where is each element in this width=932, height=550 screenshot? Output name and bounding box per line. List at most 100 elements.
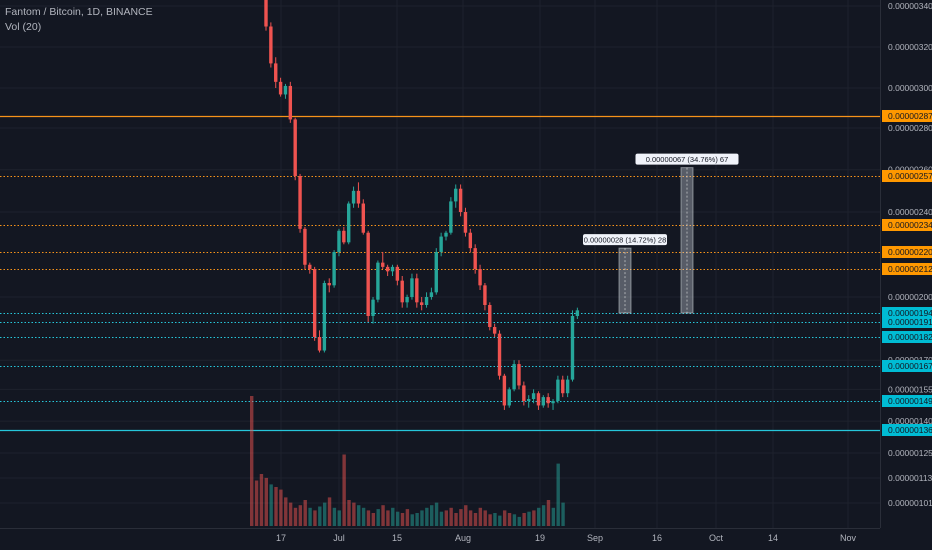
candle-body-11: [317, 337, 322, 351]
horizontal-levels[interactable]: [0, 115, 880, 432]
candle-27: [395, 264, 400, 286]
level-price-tag-0[interactable]: 0.00000287: [888, 111, 932, 121]
grid-lines: [0, 0, 880, 528]
volume-bar-37: [430, 505, 434, 526]
candle-body-56: [536, 393, 541, 406]
volume-bar-4: [269, 484, 273, 526]
price-tick-12: 0.00000101: [888, 498, 932, 508]
candle-39: [454, 184, 458, 208]
candle-body-26: [390, 266, 395, 272]
level-price-tag-10[interactable]: 0.00000136: [888, 425, 932, 435]
volume-bar-24: [366, 510, 371, 526]
volume-bar-42: [454, 513, 458, 526]
candle-body-4: [283, 85, 288, 95]
level-price-tag-bg-2[interactable]: [882, 219, 932, 231]
level-price-tag-1[interactable]: 0.00000257: [888, 171, 932, 181]
volume-bar-38: [434, 502, 439, 526]
volume-bar-30: [395, 511, 400, 526]
candle-body-8: [303, 228, 307, 265]
price-tick-3: 0.00000280: [888, 123, 932, 133]
candle-58: [546, 393, 550, 408]
candle-52: [517, 360, 521, 390]
level-price-tag-2[interactable]: 0.00000234: [888, 220, 932, 230]
candle-22: [371, 297, 375, 324]
level-price-tag-bg-0[interactable]: [882, 110, 932, 122]
time-tick-3: Aug: [455, 533, 471, 543]
price-candles: [264, 0, 580, 410]
level-price-tag-bg-6[interactable]: [882, 316, 932, 328]
candle-37: [444, 230, 448, 241]
level-price-tag-bg-7[interactable]: [882, 331, 932, 343]
candle-46: [488, 302, 492, 331]
candle-7: [298, 173, 302, 233]
candle-body-20: [361, 203, 365, 233]
price-axis[interactable]: 0.00000340 0.00000320 0.00000300 0.00000280…: [880, 0, 932, 528]
candle-body-44: [478, 269, 482, 286]
volume-bar-43: [459, 509, 463, 526]
volume-bar-57: [527, 511, 531, 526]
time-axis[interactable]: 17 Jul 15 Aug 19 Sep 16 Oct 14 Nov: [0, 528, 880, 544]
time-tick-8: 14: [768, 533, 778, 543]
candle-body-39: [454, 188, 458, 202]
candle-body-25: [385, 266, 390, 272]
level-price-tag-6[interactable]: 0.00000191: [888, 317, 932, 327]
level-price-tag-9[interactable]: 0.00000149: [888, 396, 932, 406]
candle-body-24: [381, 262, 385, 267]
level-price-tag-4[interactable]: 0.00000212: [888, 264, 932, 274]
volume-bar-8: [288, 502, 293, 526]
candle-49: [502, 373, 507, 410]
candle-body-33: [424, 297, 429, 305]
level-price-tag-bg-4[interactable]: [882, 263, 932, 275]
measure-annotations[interactable]: 0.00000028 (14.72%) 28 0.00000067 (34.76%…: [583, 153, 739, 314]
volume-indicator-label[interactable]: Vol (20): [5, 21, 42, 33]
time-tick-4: 19: [535, 533, 545, 543]
candle-body-48: [497, 333, 502, 376]
level-price-tag-8[interactable]: 0.00000167: [888, 361, 932, 371]
symbol-title[interactable]: Fantom / Bitcoin, 1D, BINANCE: [5, 6, 153, 18]
level-price-tag-bg-9[interactable]: [882, 395, 932, 407]
level-price-tag-5[interactable]: 0.00000194: [888, 308, 932, 318]
candle-28: [400, 276, 404, 308]
candle-0: [264, 0, 268, 31]
measure-label-1: 0.00000067 (34.76%) 67: [646, 155, 729, 164]
volume-bar-61: [546, 500, 551, 526]
candle-body-60: [556, 379, 560, 401]
candle-18: [351, 186, 356, 208]
candle-26: [390, 264, 395, 276]
candle-body-58: [546, 397, 550, 404]
candle-54: [527, 395, 531, 408]
candle-body-59: [551, 401, 555, 404]
candle-body-16: [342, 230, 346, 243]
level-price-tag-bg-10[interactable]: [882, 424, 932, 436]
candle-body-40: [458, 188, 463, 212]
candle-body-57: [541, 397, 546, 406]
candle-56: [536, 391, 541, 410]
level-price-tag-bg-1[interactable]: [882, 170, 932, 182]
level-price-tag-bg-8[interactable]: [882, 360, 932, 372]
level-price-tag-3[interactable]: 0.00000220: [888, 247, 932, 257]
volume-bar-12: [308, 507, 312, 526]
candle-body-30: [410, 278, 414, 297]
volume-bar-50: [493, 513, 497, 526]
volume-bar-31: [400, 513, 405, 526]
time-tick-9: Nov: [840, 533, 857, 543]
volume-bar-55: [517, 516, 521, 526]
candle-31: [415, 273, 419, 308]
volume-bar-52: [502, 510, 507, 526]
candle-body-22: [371, 299, 375, 316]
volume-bar-26: [376, 509, 380, 526]
candle-14: [332, 250, 336, 288]
price-tick-0: 0.00000340: [888, 1, 932, 11]
volume-bar-49: [488, 514, 492, 526]
level-price-tag-bg-3[interactable]: [882, 246, 932, 258]
candle-36: [439, 232, 443, 257]
volume-bar-54: [512, 514, 517, 526]
level-price-tag-7[interactable]: 0.00000182: [888, 332, 932, 342]
candle-body-17: [347, 203, 351, 243]
candle-body-45: [483, 285, 487, 305]
candle-body-12: [322, 283, 327, 351]
candle-48: [497, 330, 502, 380]
volume-bar-3: [264, 477, 268, 526]
volume-bars: [250, 396, 565, 526]
